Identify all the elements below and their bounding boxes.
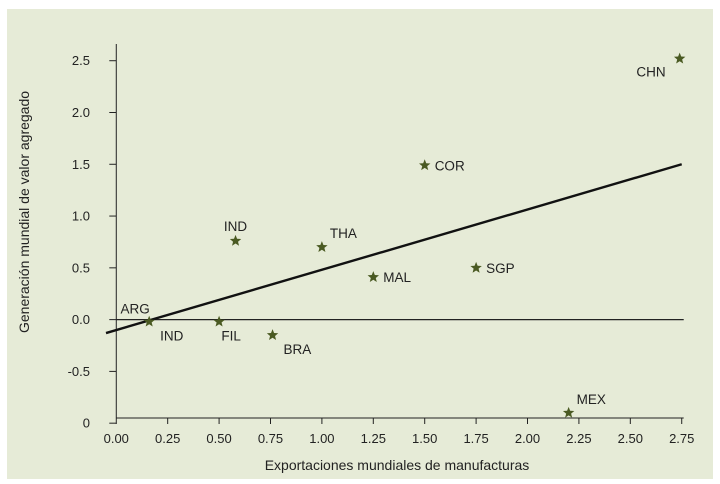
point-label: MAL [383, 270, 411, 285]
star-marker [143, 315, 155, 327]
star-marker [229, 234, 242, 246]
y-tick-label: 2.0 [72, 105, 90, 120]
x-tick-label: 1.00 [309, 431, 334, 446]
point-label: MEX [577, 392, 606, 407]
y-axis-title: Generación mundial de valor agregado [16, 91, 32, 333]
x-tick-label: 0.25 [155, 431, 180, 446]
trend-line [105, 163, 683, 335]
point-label: FIL [221, 329, 241, 344]
x-tick-label: 2.00 [515, 431, 540, 446]
star-marker [419, 159, 431, 171]
star-marker [673, 52, 686, 64]
point-label: ARG [121, 302, 150, 317]
ticks: 0.00 0.25 0.50 0.75 1.00 1.25 1.50 1.75 2.00 2.25… [68, 53, 695, 446]
y-tick-label: 0.0 [72, 312, 90, 327]
x-tick-label: 1.25 [361, 431, 386, 446]
y-tick-label: 1.5 [72, 157, 90, 172]
star-marker [470, 261, 482, 273]
star-marker [213, 315, 225, 327]
y-tick-label: 2.5 [72, 53, 90, 68]
point-label: SGP [486, 261, 515, 276]
star-marker [367, 271, 379, 283]
x-tick-label: 1.50 [412, 431, 437, 446]
star-marker [562, 406, 575, 418]
point-label: IND [224, 219, 248, 234]
chart-background [7, 9, 713, 479]
x-tick-label: 2.25 [566, 431, 591, 446]
x-axis-title: Exportaciones mundiales de manufacturas [265, 457, 530, 473]
x-tick-label: 0.50 [206, 431, 231, 446]
y-tick-label: -0.5 [68, 364, 90, 379]
x-tick-label: 2.50 [618, 431, 643, 446]
point-label: IND [160, 329, 184, 344]
y-tick-label: 1.0 [72, 209, 90, 224]
x-tick-label: 2.75 [669, 431, 694, 446]
data-points: CHN COR IND THA MAL SGP ARG IND FIL BRA MEX [121, 52, 686, 418]
reference-lines [105, 163, 684, 335]
axes [115, 44, 684, 419]
x-tick-label: 0.75 [258, 431, 283, 446]
x-tick-label: 1.75 [463, 431, 488, 446]
point-label: BRA [284, 342, 312, 357]
point-label: CHN [636, 65, 665, 80]
star-marker [316, 241, 328, 252]
x-tick-label: 0.00 [104, 431, 129, 446]
y-tick-label: 0.5 [72, 260, 90, 275]
y-tick-label: 0 [83, 416, 90, 431]
point-label: COR [435, 158, 465, 173]
point-label: THA [330, 226, 357, 241]
star-marker [266, 329, 279, 340]
